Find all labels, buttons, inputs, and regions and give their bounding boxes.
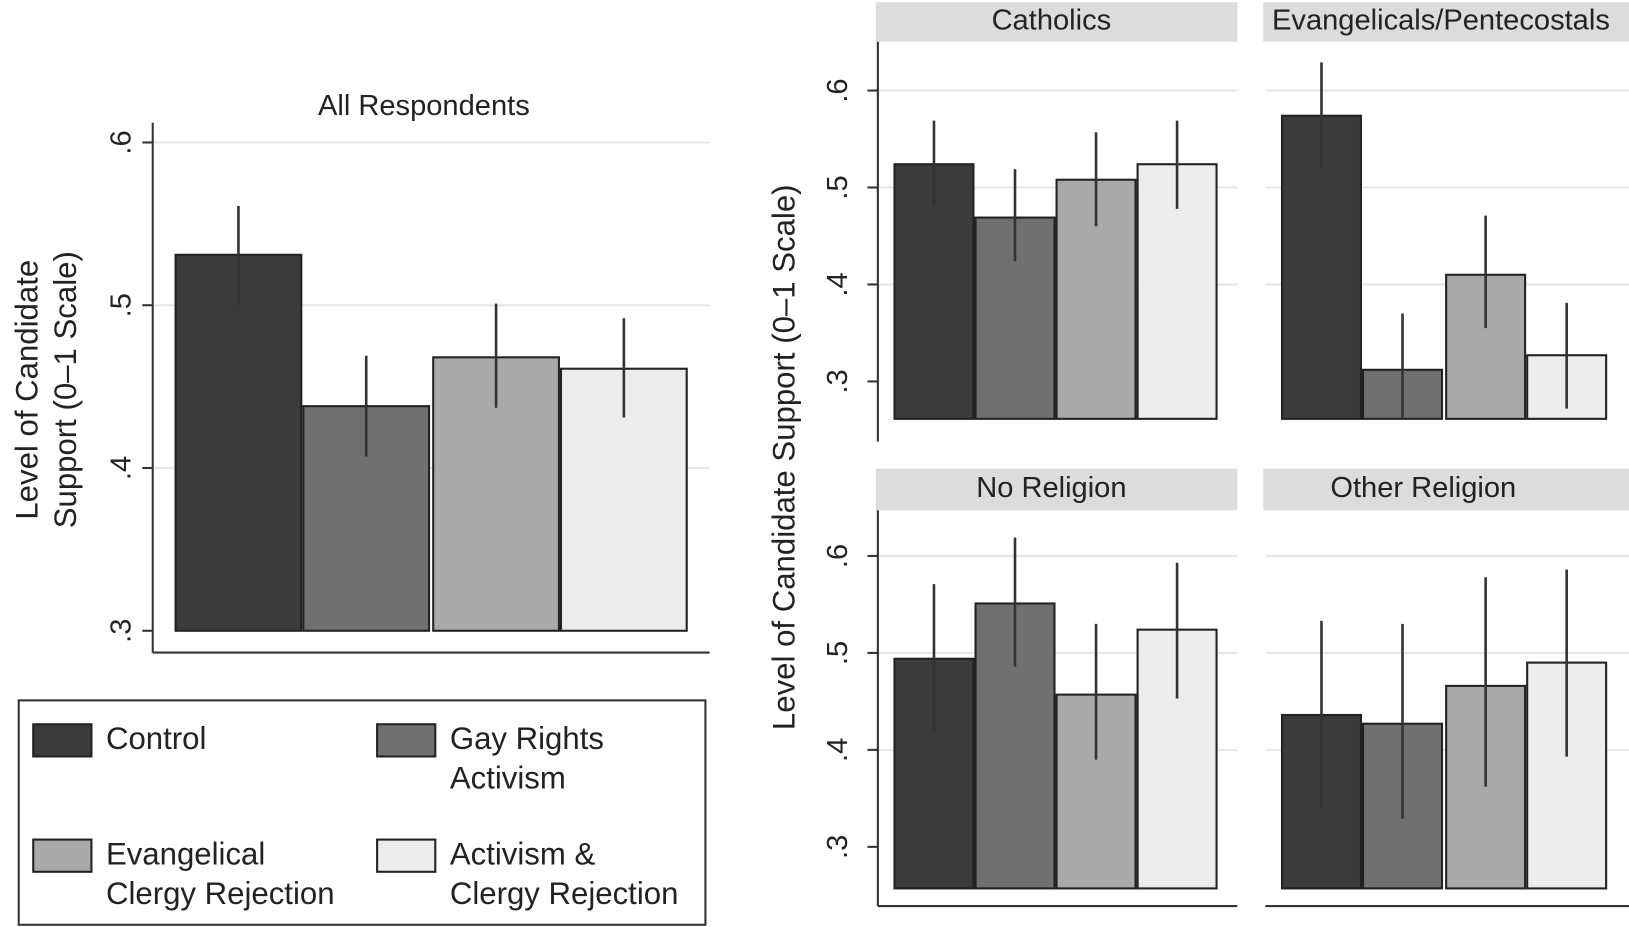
- y-tick-label: .5: [822, 641, 854, 665]
- panel-all-respondents: All Respondents .3 .4 .5 .6: [105, 90, 710, 654]
- legend-item-4: Activism & Clergy Rejection: [376, 836, 679, 911]
- y-axis-label-left-line2: Support (0–1 Scale): [48, 251, 83, 528]
- y-axis-label-right: Level of Candidate Support (0–1 Scale): [767, 184, 802, 730]
- bar-4: [559, 367, 688, 632]
- legend-swatch: [376, 723, 437, 758]
- y-tick-label: .4: [822, 272, 854, 296]
- panel-catholics: Catholics .3 .4 .5 .6: [822, 2, 1238, 442]
- legend-label: Evangelical: [106, 836, 265, 871]
- y-tick-label: .6: [822, 78, 854, 102]
- panel-header: [1263, 2, 1629, 42]
- y-tick-label: .3: [822, 369, 854, 393]
- bar-1: [174, 253, 303, 632]
- y-tick-label: .4: [822, 738, 854, 762]
- legend-swatch: [32, 838, 93, 873]
- legend-item-1: Control: [32, 721, 206, 758]
- legend-swatch: [376, 838, 437, 873]
- bar-1: [893, 163, 975, 420]
- panel-header: [875, 468, 1238, 511]
- legend-item-2: Gay Rights Activism: [376, 721, 604, 796]
- panel-header: [875, 2, 1238, 42]
- legend-label: Gay Rights: [450, 721, 604, 756]
- y-tick-label: .5: [105, 293, 137, 317]
- legend-label: Clergy Rejection: [450, 876, 679, 911]
- legend-box: [17, 699, 707, 926]
- bar-4: [1136, 163, 1218, 420]
- panel-other-religion: Other Religion: [1263, 468, 1629, 908]
- y-tick-label: .3: [105, 619, 137, 643]
- legend-label: Activism: [450, 761, 566, 796]
- y-tick-label: .6: [822, 544, 854, 568]
- y-tick-label: .5: [822, 175, 854, 199]
- panel-title: Other Religion: [1330, 472, 1516, 504]
- y-axis-label-left-line1: Level of Candidate: [9, 260, 44, 520]
- panel-evangelicals-pentecostals: Evangelicals/Pentecostals: [1263, 2, 1629, 420]
- panel-title: All Respondents: [318, 90, 530, 122]
- panel-no-religion: No Religion .3 .4 .5 .6: [822, 468, 1238, 908]
- panel-title: Catholics: [992, 5, 1112, 37]
- panel-title: No Religion: [976, 472, 1126, 504]
- legend-label: Activism &: [450, 836, 596, 871]
- y-tick-label: .3: [822, 835, 854, 859]
- legend-label: Control: [106, 721, 206, 756]
- legend-swatch: [32, 723, 93, 758]
- y-tick-label: .6: [105, 130, 137, 154]
- panel-header: [1263, 468, 1629, 511]
- legend: Control Gay Rights Activism Evangelical Cler…: [17, 699, 707, 926]
- y-tick-label: .4: [105, 456, 137, 480]
- legend-label: Clergy Rejection: [106, 876, 335, 911]
- legend-item-3: Evangelical Clergy Rejection: [32, 836, 335, 911]
- panel-title: Evangelicals/Pentecostals: [1272, 5, 1610, 37]
